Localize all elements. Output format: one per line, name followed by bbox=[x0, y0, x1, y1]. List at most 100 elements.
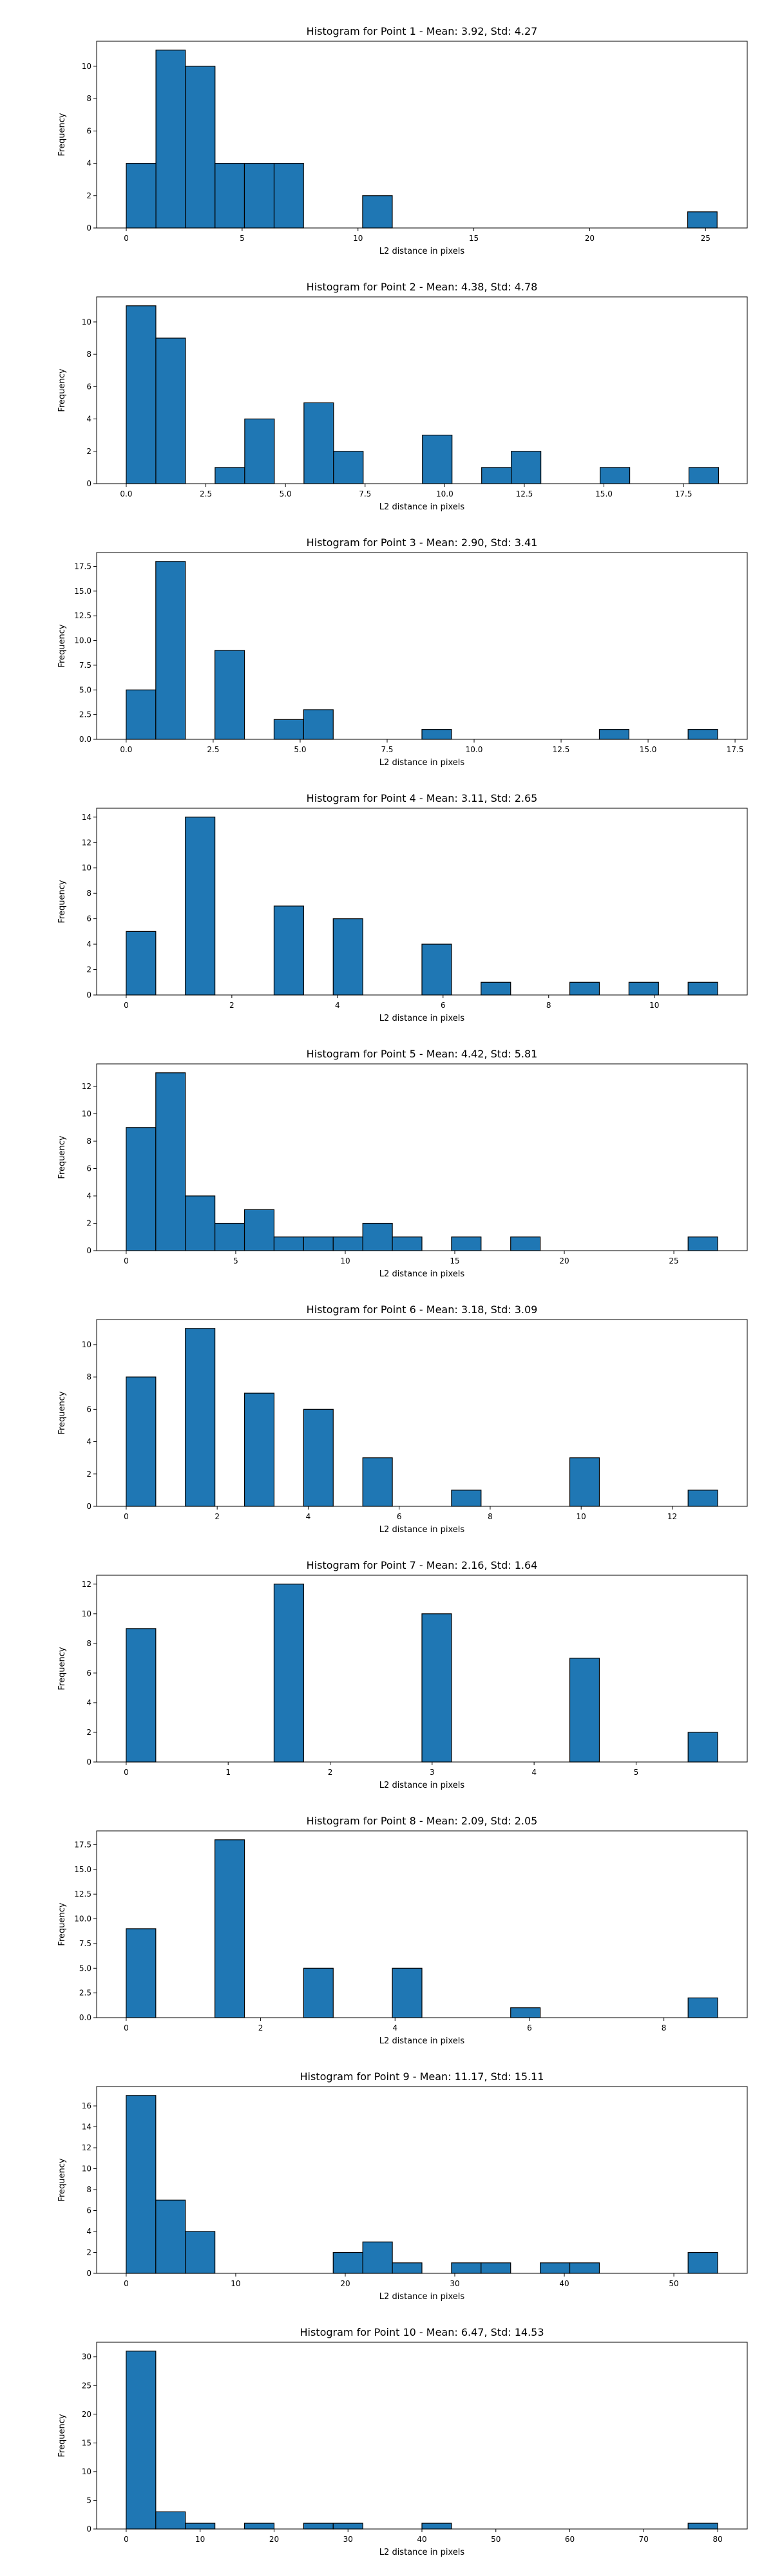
y-tick-label: 6 bbox=[86, 914, 91, 923]
x-tick-label: 2 bbox=[215, 1512, 220, 1521]
histogram-bar bbox=[510, 2007, 541, 2018]
histogram-bar bbox=[628, 981, 659, 996]
histogram-bar bbox=[243, 1392, 275, 1507]
histogram-bar bbox=[687, 2523, 718, 2530]
histogram-bar bbox=[126, 1376, 157, 1507]
x-tick-label: 70 bbox=[639, 2535, 649, 2544]
histogram-bar bbox=[511, 451, 542, 484]
x-tick-label: 30 bbox=[343, 2535, 353, 2544]
histogram-bar bbox=[273, 162, 304, 229]
x-tick-label: 10 bbox=[577, 1512, 586, 1521]
x-tick-label: 0 bbox=[124, 2535, 129, 2544]
x-tick-label: 0 bbox=[124, 1512, 129, 1521]
histogram-bar bbox=[155, 2199, 186, 2274]
histogram-bar bbox=[510, 1236, 541, 1251]
histogram-bar bbox=[126, 931, 157, 996]
x-tick-label: 4 bbox=[531, 1768, 537, 1777]
x-tick-label: 25 bbox=[701, 234, 711, 243]
histogram-bar bbox=[244, 418, 275, 484]
x-tick-label: 17.5 bbox=[675, 489, 692, 498]
y-tick-label: 4 bbox=[86, 940, 91, 949]
histogram-bar bbox=[303, 1967, 334, 2018]
x-tick-label: 8 bbox=[662, 2023, 667, 2032]
x-tick-label: 50 bbox=[491, 2535, 501, 2544]
y-tick-label: 15 bbox=[82, 2438, 91, 2447]
histogram-bar bbox=[600, 467, 631, 484]
y-tick-label: 14 bbox=[82, 2123, 91, 2132]
y-tick-label: 0 bbox=[86, 479, 91, 488]
histogram-bar bbox=[126, 2095, 157, 2274]
axes-frame bbox=[96, 1319, 748, 1507]
x-tick-label: 5.0 bbox=[280, 489, 292, 498]
x-tick-label: 60 bbox=[565, 2535, 575, 2544]
axes-frame bbox=[96, 808, 748, 996]
axes-frame bbox=[96, 296, 748, 484]
x-tick-label: 0.0 bbox=[120, 489, 132, 498]
x-tick-label: 50 bbox=[669, 2279, 678, 2288]
x-tick-label: 6 bbox=[441, 1001, 446, 1010]
y-tick-label: 5.0 bbox=[79, 1964, 91, 1973]
histogram-bar bbox=[687, 1490, 718, 1507]
x-tick-label: 15.0 bbox=[640, 745, 657, 754]
y-tick-label: 10 bbox=[82, 2467, 91, 2476]
histogram-bar bbox=[185, 1195, 216, 1251]
x-axis-label: L2 distance in pixels bbox=[379, 2548, 465, 2557]
x-tick-label: 12.5 bbox=[553, 745, 570, 754]
x-tick-label: 40 bbox=[417, 2535, 426, 2544]
y-tick-label: 0 bbox=[86, 1502, 91, 1511]
histogram-bar bbox=[540, 2262, 571, 2274]
x-axis-label: L2 distance in pixels bbox=[379, 1781, 465, 1790]
histogram-bar bbox=[185, 2231, 216, 2274]
histogram-bar bbox=[215, 1839, 245, 2018]
y-tick-label: 15.0 bbox=[74, 587, 91, 596]
x-tick-label: 10 bbox=[649, 1001, 659, 1010]
x-tick-label: 15.0 bbox=[595, 489, 613, 498]
histogram-bar bbox=[243, 1209, 275, 1251]
x-axis-label: L2 distance in pixels bbox=[379, 2292, 465, 2302]
histogram-bar bbox=[215, 467, 245, 484]
y-tick-label: 12 bbox=[82, 1580, 91, 1589]
y-tick-label: 8 bbox=[86, 1372, 91, 1381]
histogram-bar bbox=[332, 1236, 363, 1251]
y-axis-label: Frequency bbox=[57, 2414, 67, 2457]
y-tick-label: 0.0 bbox=[79, 735, 91, 744]
x-tick-label: 0 bbox=[124, 1768, 129, 1777]
histogram-bar bbox=[362, 195, 393, 229]
histogram-bar bbox=[155, 2511, 186, 2530]
y-tick-label: 7.5 bbox=[79, 1939, 91, 1948]
y-tick-label: 12.5 bbox=[74, 611, 91, 620]
histogram-bar bbox=[569, 1658, 600, 1763]
y-axis-label: Frequency bbox=[57, 1135, 67, 1179]
x-tick-label: 8 bbox=[546, 1001, 551, 1010]
histogram-bar bbox=[126, 305, 157, 484]
y-tick-label: 10 bbox=[82, 317, 91, 327]
chart-title: Histogram for Point 1 - Mean: 3.92, Std:… bbox=[307, 25, 538, 37]
histogram-bar bbox=[126, 2351, 157, 2530]
y-tick-label: 17.5 bbox=[74, 562, 91, 571]
x-axis-label: L2 distance in pixels bbox=[379, 1014, 465, 1023]
histogram-bar bbox=[569, 981, 600, 996]
axes-frame bbox=[96, 2086, 748, 2274]
histogram-bar bbox=[126, 162, 157, 229]
histogram-bar bbox=[155, 337, 186, 484]
y-tick-label: 8 bbox=[86, 889, 91, 898]
chart-title: Histogram for Point 2 - Mean: 4.38, Std:… bbox=[307, 281, 538, 293]
histogram-bar bbox=[421, 1613, 452, 1763]
x-tick-label: 2 bbox=[258, 2023, 263, 2032]
y-tick-label: 8 bbox=[86, 350, 91, 359]
histogram-bar bbox=[155, 1072, 186, 1251]
y-tick-label: 0 bbox=[86, 2269, 91, 2278]
x-tick-label: 12.5 bbox=[516, 489, 533, 498]
y-tick-label: 2 bbox=[86, 1728, 91, 1737]
y-tick-label: 6 bbox=[86, 126, 91, 135]
x-tick-label: 8 bbox=[488, 1512, 493, 1521]
x-tick-label: 15 bbox=[450, 1256, 459, 1265]
y-tick-label: 2 bbox=[86, 2248, 91, 2257]
y-tick-label: 20 bbox=[82, 2410, 91, 2419]
x-tick-label: 0 bbox=[124, 1256, 129, 1265]
histogram-bar bbox=[185, 2523, 216, 2530]
histogram-panel: Histogram for Point 2 - Mean: 4.38, Std:… bbox=[57, 281, 748, 512]
x-tick-label: 6 bbox=[527, 2023, 532, 2032]
axes-frame bbox=[96, 552, 748, 740]
